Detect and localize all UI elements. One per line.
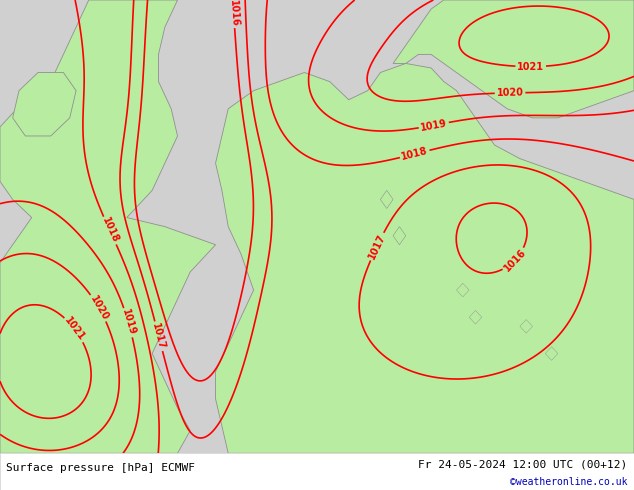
Polygon shape (545, 347, 558, 360)
Text: Surface pressure [hPa] ECMWF: Surface pressure [hPa] ECMWF (6, 463, 195, 473)
Polygon shape (393, 0, 634, 118)
Text: ©weatheronline.co.uk: ©weatheronline.co.uk (510, 477, 628, 487)
Text: 1018: 1018 (400, 146, 429, 162)
Polygon shape (380, 191, 393, 209)
Polygon shape (216, 64, 634, 453)
Text: 1019: 1019 (120, 308, 137, 337)
Text: 1017: 1017 (366, 232, 387, 261)
Polygon shape (520, 319, 533, 333)
Text: 1016: 1016 (228, 0, 240, 27)
Text: 1021: 1021 (517, 62, 544, 72)
Text: 1018: 1018 (100, 216, 120, 245)
Polygon shape (13, 73, 76, 136)
Text: 1020: 1020 (496, 88, 524, 98)
Text: 1020: 1020 (87, 294, 110, 322)
Polygon shape (393, 226, 406, 245)
Polygon shape (469, 311, 482, 324)
Text: 1021: 1021 (63, 316, 87, 343)
Polygon shape (0, 0, 216, 453)
Text: 1016: 1016 (501, 247, 527, 273)
Text: 1017: 1017 (150, 322, 167, 350)
Text: Fr 24-05-2024 12:00 UTC (00+12): Fr 24-05-2024 12:00 UTC (00+12) (418, 459, 628, 469)
Text: 1019: 1019 (420, 118, 448, 132)
Polygon shape (456, 283, 469, 297)
